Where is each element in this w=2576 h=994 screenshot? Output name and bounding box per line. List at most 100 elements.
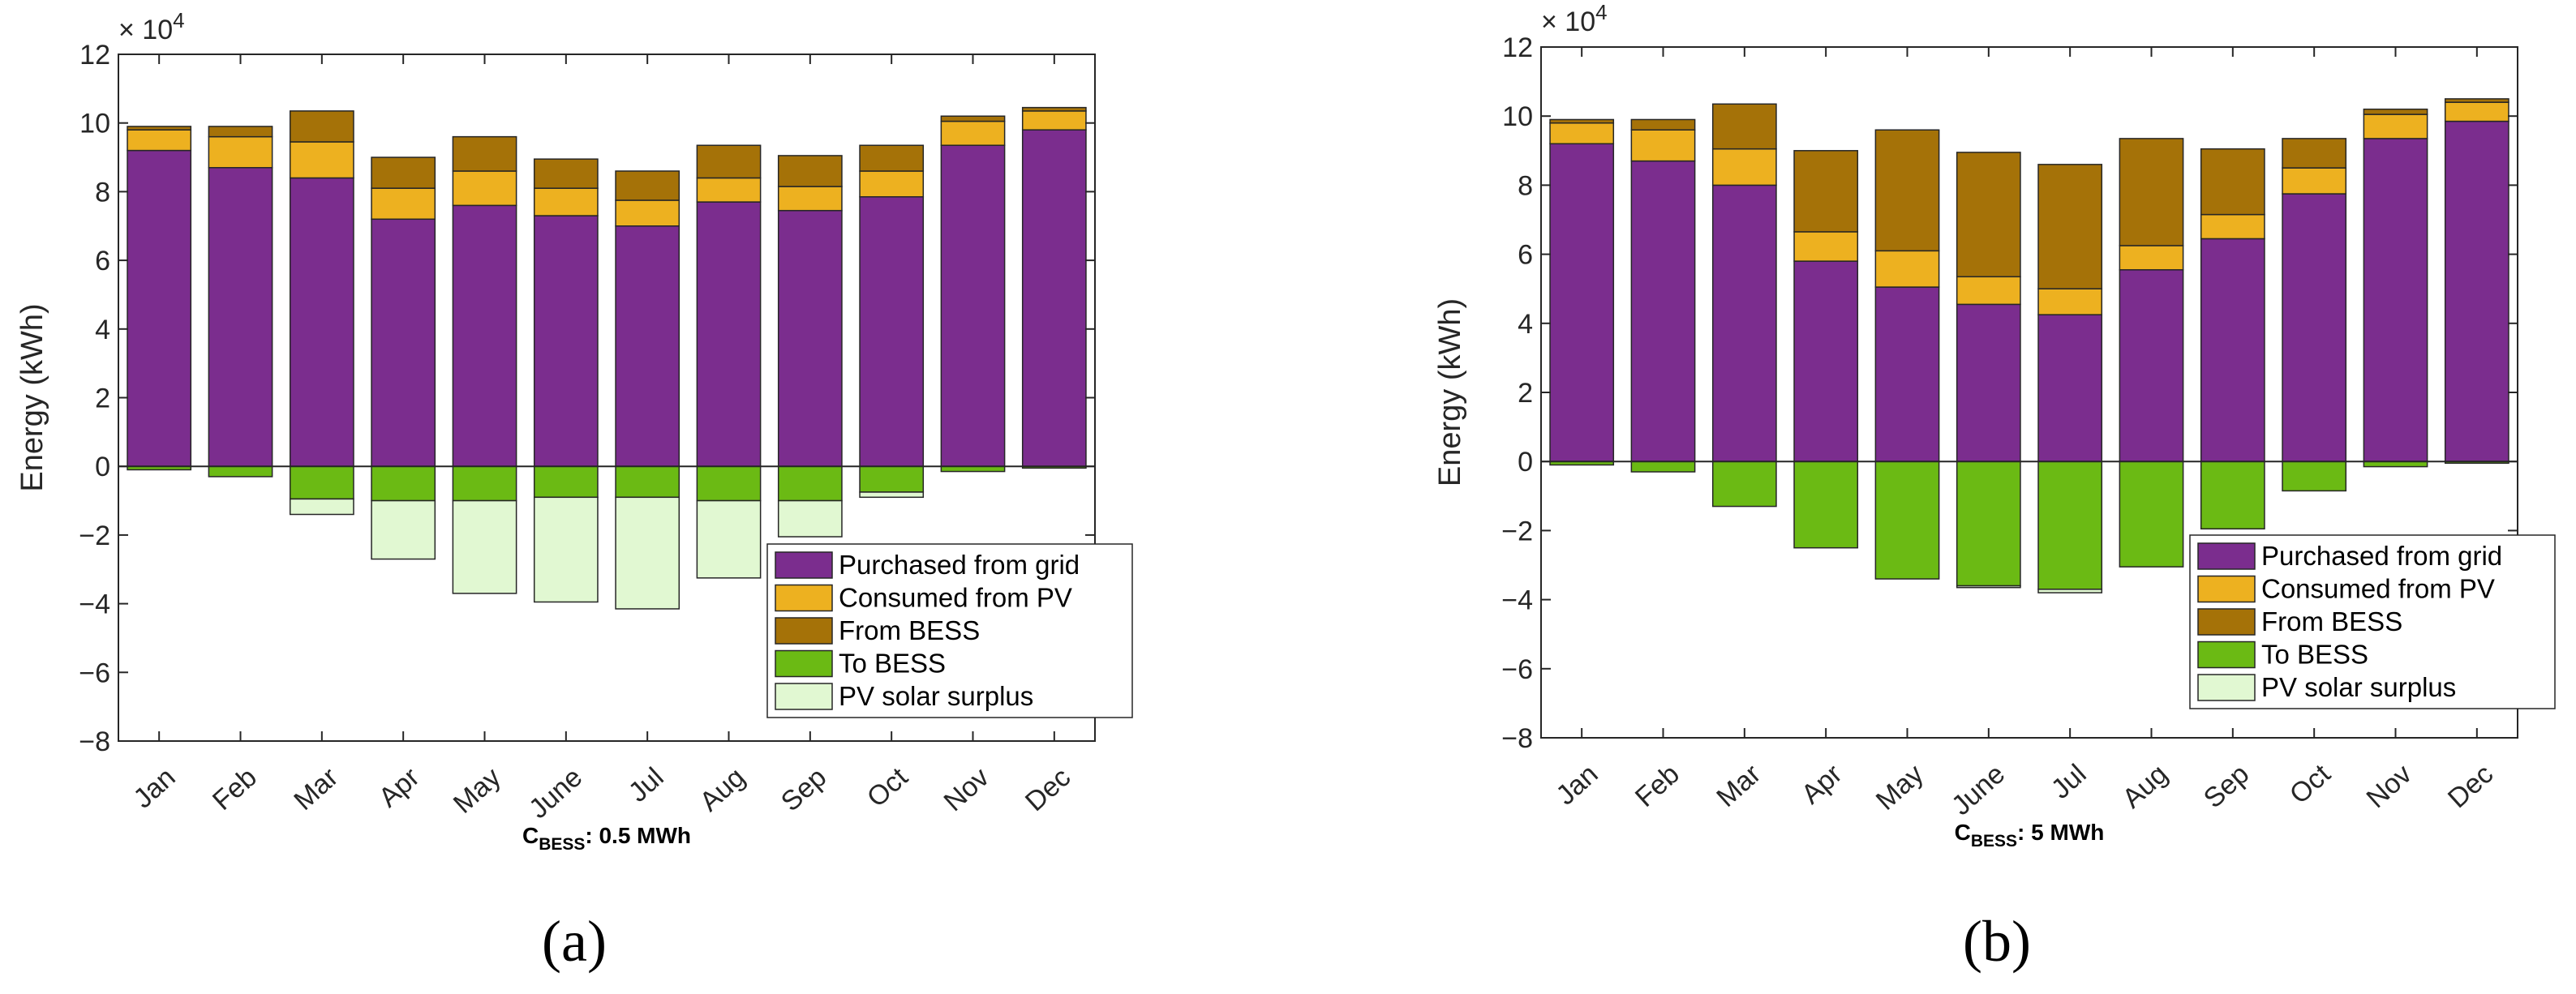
bar-mar-series-1 xyxy=(289,177,354,467)
bar-nov-series-2 xyxy=(940,120,1006,146)
bar-apr-series-4 xyxy=(1793,461,1859,549)
bar-feb-series-2 xyxy=(208,135,273,169)
bar-sep-series-3 xyxy=(777,155,843,187)
bar-apr-series-1 xyxy=(1793,260,1859,462)
axis-multiplier: × 104 xyxy=(118,8,185,45)
bar-june-series-2 xyxy=(533,187,599,216)
y-tick-label: 4 xyxy=(1518,309,1533,340)
bar-mar-series-2 xyxy=(1711,148,1777,186)
bar-aug-series-3 xyxy=(696,144,762,179)
bar-may-series-1 xyxy=(452,204,517,467)
bar-apr-series-4 xyxy=(371,465,436,502)
legend-entry-1: Purchased from grid xyxy=(839,550,1080,580)
y-tick-label: 8 xyxy=(95,177,110,208)
bar-aug-series-1 xyxy=(2119,269,2184,462)
legend-swatch-4 xyxy=(2197,641,2256,669)
bar-jul-series-3 xyxy=(2037,164,2103,289)
bar-may-series-1 xyxy=(1874,286,1940,462)
bar-nov-series-3 xyxy=(2363,108,2428,115)
bar-mar-series-5 xyxy=(289,498,354,516)
axis-multiplier: × 104 xyxy=(1541,0,1608,37)
y-axis-label: Energy (kWh) xyxy=(15,303,49,491)
bar-sep-series-4 xyxy=(777,465,843,502)
bar-may-series-5 xyxy=(452,499,517,594)
legend-swatch-4 xyxy=(775,649,833,678)
legend-swatch-1 xyxy=(2197,542,2256,570)
y-axis-label: Energy (kWh) xyxy=(1433,298,1467,486)
y-tick-label: 6 xyxy=(95,246,110,276)
bar-oct-series-1 xyxy=(2282,193,2347,462)
y-tick-label: 2 xyxy=(1518,378,1533,409)
bar-jan-series-1 xyxy=(127,149,192,467)
bar-jul-series-5 xyxy=(2037,589,2103,593)
y-tick-label: −8 xyxy=(1501,723,1533,754)
bar-dec-series-1 xyxy=(1021,129,1087,467)
bar-mar-series-4 xyxy=(1711,461,1777,508)
bar-feb-series-1 xyxy=(208,167,273,467)
bar-oct-series-2 xyxy=(2282,167,2347,195)
bar-dec-series-1 xyxy=(2444,120,2509,462)
bar-feb-series-1 xyxy=(1630,160,1696,462)
y-tick-label: 10 xyxy=(79,109,110,139)
bar-jan-series-2 xyxy=(1549,122,1615,145)
bar-apr-series-2 xyxy=(371,187,436,221)
legend-entry-4: To BESS xyxy=(2261,640,2368,670)
legend-entry-5: PV solar surplus xyxy=(2261,672,2456,702)
y-tick-label: 2 xyxy=(95,383,110,414)
bar-feb-series-3 xyxy=(1630,118,1696,131)
bar-sep-series-3 xyxy=(2200,148,2265,216)
bar-apr-series-2 xyxy=(1793,231,1859,262)
bar-dec-series-3 xyxy=(1021,106,1087,112)
y-tick-label: 12 xyxy=(1502,32,1533,63)
bar-oct-series-5 xyxy=(859,491,925,499)
y-tick-label: 0 xyxy=(95,452,110,482)
bar-jul-series-4 xyxy=(615,465,680,499)
y-tick-label: 12 xyxy=(79,40,110,71)
bar-sep-series-2 xyxy=(2200,213,2265,240)
bar-aug-series-3 xyxy=(2119,138,2184,246)
legend-swatch-2 xyxy=(775,584,833,612)
bar-jul-series-4 xyxy=(2037,461,2103,590)
legend-entry-3: From BESS xyxy=(2261,606,2402,636)
y-tick-label: −8 xyxy=(79,726,110,757)
bar-mar-series-3 xyxy=(289,110,354,143)
legend-swatch-1 xyxy=(775,551,833,579)
bar-june-series-4 xyxy=(1956,461,2021,587)
bar-june-series-5 xyxy=(1956,585,2021,589)
bar-nov-series-2 xyxy=(2363,114,2428,139)
bar-aug-series-2 xyxy=(696,177,762,203)
bar-sep-series-1 xyxy=(2200,238,2265,462)
bar-june-series-1 xyxy=(1956,303,2021,462)
bar-dec-series-2 xyxy=(1021,110,1087,131)
bar-feb-series-4 xyxy=(208,465,273,478)
legend-entry-1: Purchased from grid xyxy=(2261,541,2502,571)
y-tick-label: −6 xyxy=(1501,654,1533,685)
legend-entry-4: To BESS xyxy=(839,649,946,679)
bar-oct-series-3 xyxy=(859,144,925,172)
bar-feb-series-3 xyxy=(208,126,273,138)
legend-swatch-3 xyxy=(775,617,833,645)
bar-sep-series-1 xyxy=(777,209,843,467)
y-tick-label: −2 xyxy=(1501,516,1533,546)
bar-jul-series-1 xyxy=(2037,314,2103,462)
y-tick-label: −6 xyxy=(79,658,110,688)
bar-may-series-4 xyxy=(1874,461,1940,580)
bar-mar-series-2 xyxy=(289,141,354,179)
legend-swatch-5 xyxy=(775,683,833,710)
panel-label: (b) xyxy=(1963,909,2031,974)
bar-oct-series-4 xyxy=(2282,461,2347,492)
panel-label: (a) xyxy=(542,909,607,974)
legend-swatch-3 xyxy=(2197,608,2256,636)
bar-may-series-2 xyxy=(1874,250,1940,288)
legend-swatch-5 xyxy=(2197,674,2256,701)
y-tick-label: −4 xyxy=(79,589,110,620)
bar-jul-series-3 xyxy=(615,170,680,201)
y-tick-label: 8 xyxy=(1518,170,1533,201)
legend-swatch-2 xyxy=(2197,575,2256,603)
bar-may-series-3 xyxy=(1874,129,1940,252)
bar-nov-series-1 xyxy=(2363,138,2428,462)
y-tick-label: −4 xyxy=(1501,585,1533,616)
bar-apr-series-5 xyxy=(371,499,436,560)
